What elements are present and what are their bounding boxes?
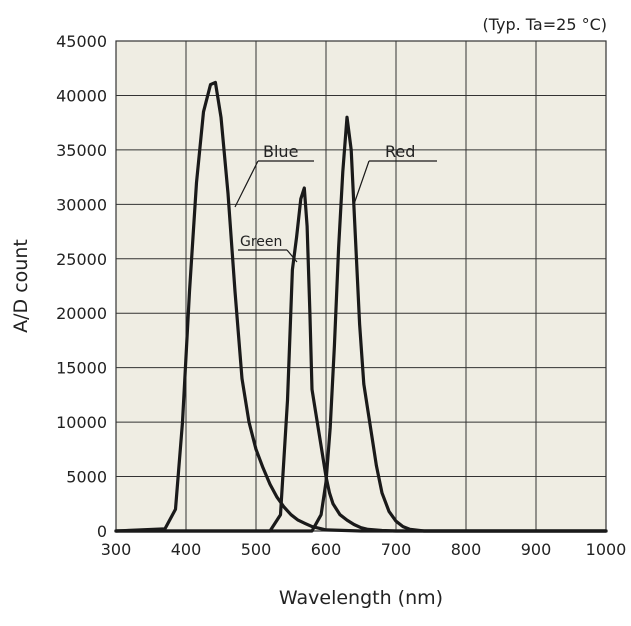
- label-leader-line: [234, 160, 259, 208]
- y-tick-label: 5000: [66, 468, 107, 487]
- y-tick-label: 35000: [56, 141, 107, 160]
- series-line-red: [114, 115, 608, 533]
- label-leader-line: [286, 249, 298, 263]
- series-label-red: Red: [385, 142, 415, 161]
- condition-annotation: (Typ. Ta=25 °C): [482, 15, 607, 34]
- x-tick-label: 700: [381, 540, 412, 559]
- y-tick-label: 20000: [56, 304, 107, 323]
- plot-area: [115, 40, 607, 532]
- x-tick-label: 1000: [586, 540, 627, 559]
- y-tick-label: 15000: [56, 359, 107, 378]
- x-tick-label: 300: [101, 540, 132, 559]
- x-axis-title: Wavelength (nm): [279, 587, 443, 609]
- x-tick-label: 900: [521, 540, 552, 559]
- series-line-green: [114, 186, 608, 533]
- y-tick-label: 40000: [56, 86, 107, 105]
- series-label-green: Green: [240, 234, 282, 250]
- y-axis-title: A/D count: [10, 239, 32, 333]
- series-lines: [114, 80, 608, 533]
- tick-labels: 300 400 500 600 700 800 900 1000050001000015000…: [56, 32, 626, 559]
- y-tick-label: 10000: [56, 413, 107, 432]
- y-tick-label: 45000: [56, 32, 107, 51]
- x-tick-label: 600: [311, 540, 342, 559]
- x-tick-label: 400: [171, 540, 202, 559]
- series-labels: Blue Green Red: [234, 142, 437, 263]
- y-tick-label: 25000: [56, 250, 107, 269]
- y-tick-label: 0: [97, 522, 107, 541]
- x-tick-label: 800: [451, 540, 482, 559]
- y-tick-label: 30000: [56, 195, 107, 214]
- series-line-blue: [114, 80, 608, 533]
- label-leader-line: [352, 160, 370, 208]
- series-label-blue: Blue: [263, 142, 298, 161]
- x-tick-label: 500: [241, 540, 272, 559]
